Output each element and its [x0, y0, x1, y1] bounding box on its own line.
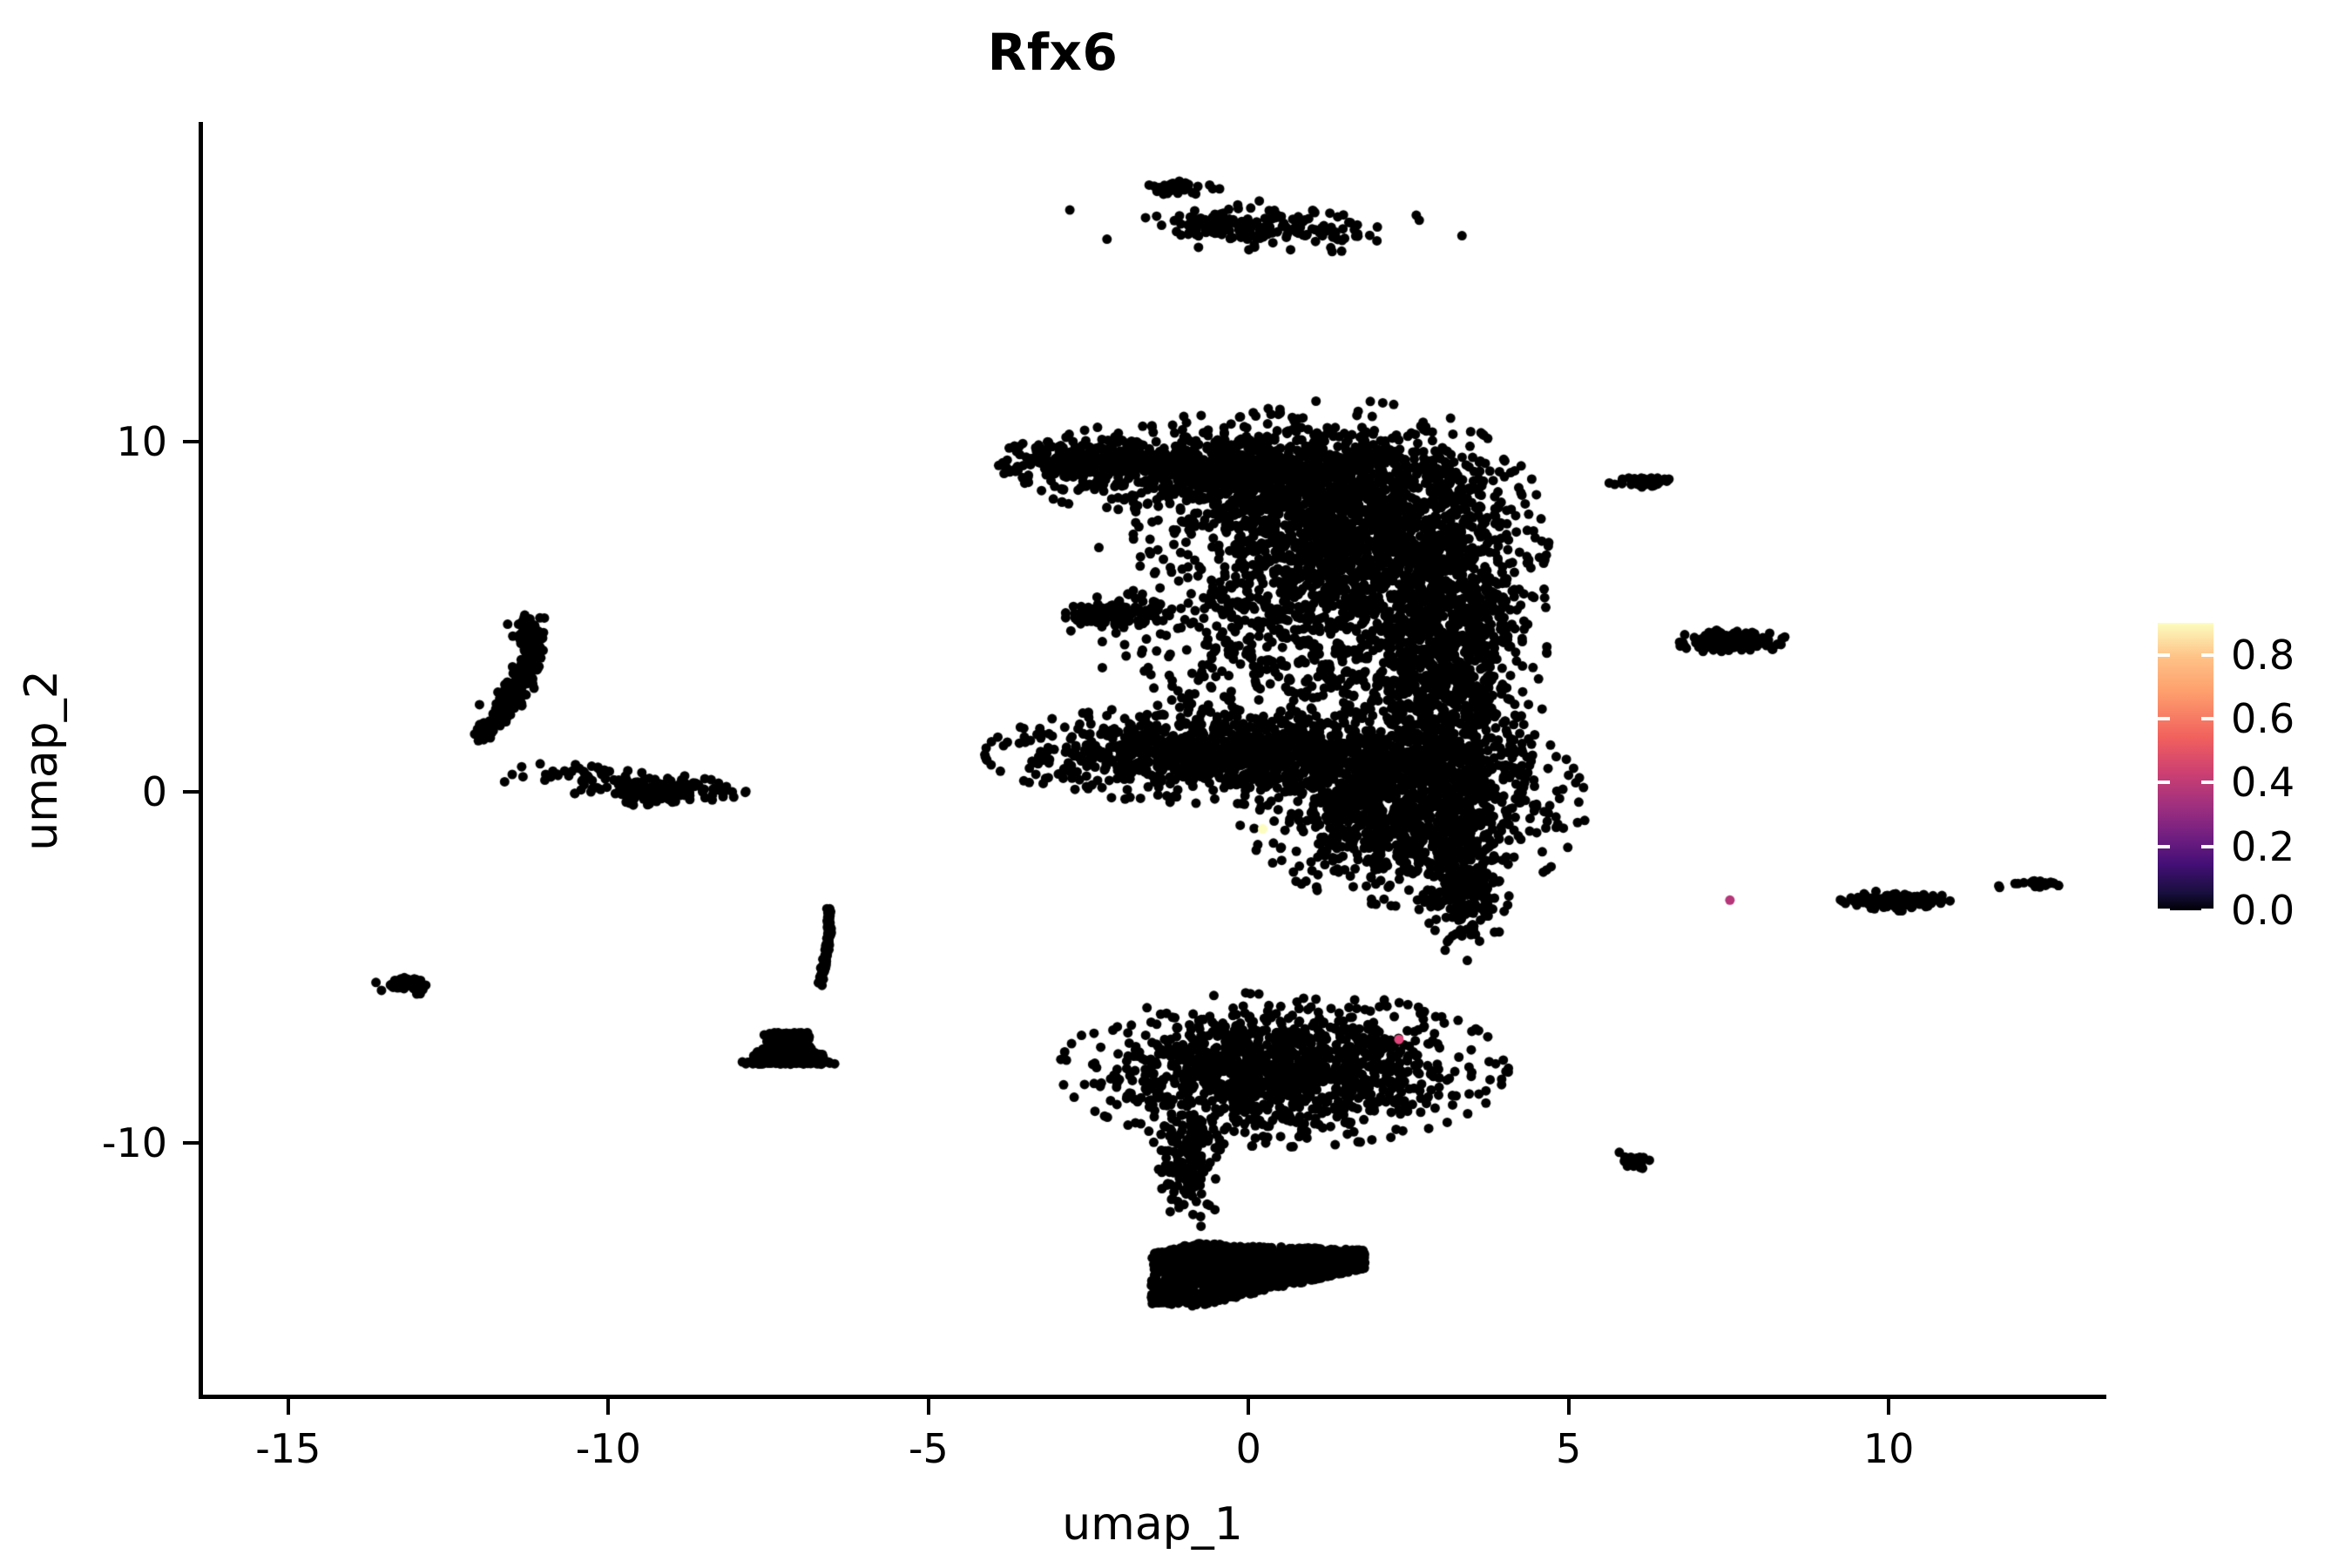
x-axis-label: umap_1: [1062, 1498, 1243, 1551]
y-axis-label: umap_2: [16, 670, 68, 851]
y-tick-label: 0: [141, 768, 167, 816]
y-tick-mark: [183, 790, 199, 794]
x-tick-label: -10: [575, 1425, 641, 1472]
colorbar-tick-mark: [2158, 717, 2213, 720]
colorbar-tick-mark: [2158, 652, 2213, 657]
colorbar-gradient: [2158, 623, 2213, 910]
x-tick-mark: [1566, 1399, 1571, 1415]
y-tick-mark: [183, 439, 199, 443]
page-title: Rfx6: [987, 23, 1119, 82]
y-tick-label: -10: [101, 1119, 167, 1166]
plot-axes: -15 -10 -5 0 5 10 10 0 -10 umap_1 umap_2: [16, 122, 2106, 1551]
colorbar-tick-label: 0.8: [2231, 631, 2295, 679]
colorbar-tick-label: 0.0: [2231, 887, 2295, 934]
x-tick-label: -5: [908, 1425, 949, 1472]
colorbar-tick-mark: [2158, 844, 2213, 848]
x-tick-mark: [606, 1399, 611, 1415]
colorbar-tick-label: 0.2: [2231, 822, 2295, 870]
colorbar-tick-label: 0.6: [2231, 695, 2295, 742]
colorbar-tick-mark: [2158, 781, 2213, 785]
x-tick-mark: [1887, 1399, 1891, 1415]
y-tick-mark: [183, 1140, 199, 1145]
x-tick-label: 0: [1235, 1425, 1261, 1472]
x-tick-label: 10: [1862, 1425, 1915, 1472]
scatter-plot-canvas: [199, 122, 2106, 1399]
x-tick-mark: [926, 1399, 930, 1415]
x-tick-label: 5: [1556, 1425, 1582, 1472]
colorbar-tick-mark: [2158, 909, 2213, 912]
y-tick-label: 10: [116, 417, 167, 465]
colorbar: 0.8 0.6 0.4 0.2 0.0: [2158, 623, 2332, 934]
x-tick-label: -15: [255, 1425, 321, 1472]
x-tick-mark: [286, 1399, 290, 1415]
colorbar-tick-label: 0.4: [2231, 759, 2295, 807]
x-tick-mark: [1247, 1399, 1251, 1415]
